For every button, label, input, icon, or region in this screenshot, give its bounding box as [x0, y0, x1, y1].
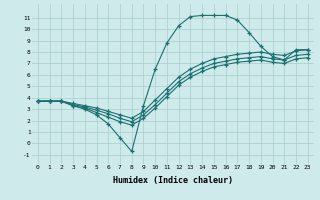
X-axis label: Humidex (Indice chaleur): Humidex (Indice chaleur) [113, 176, 233, 185]
